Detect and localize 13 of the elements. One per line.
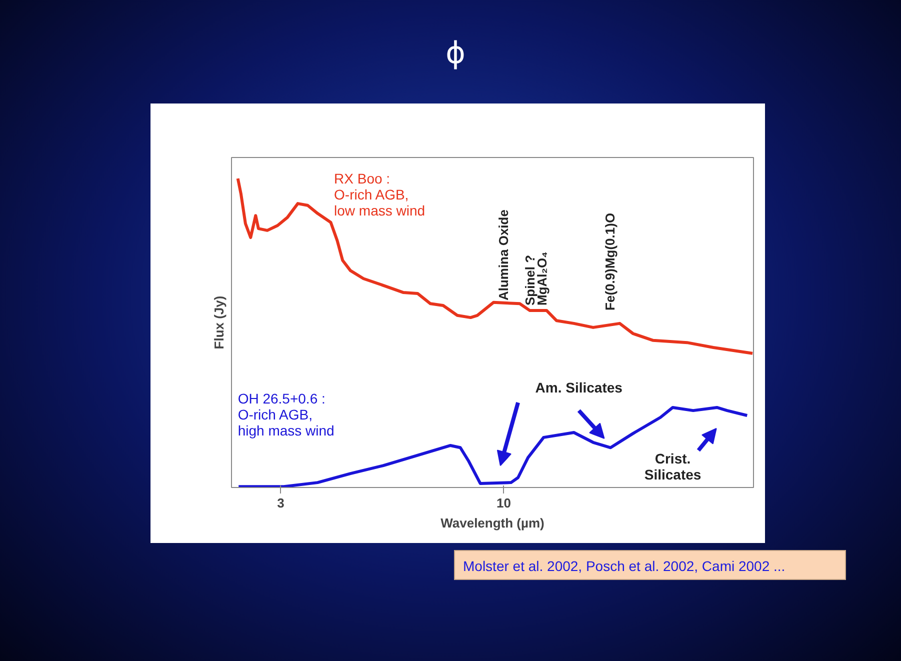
y-axis-title: Flux (Jy) — [212, 296, 226, 350]
series-label: RX Boo : O-rich AGB, low mass wind — [334, 170, 426, 218]
x-tick-label: 3 — [277, 496, 284, 510]
x-axis-title: Wavelength (µm) — [440, 516, 544, 530]
annotation: Spinel ? MgAl₂O₄ — [522, 252, 550, 306]
x-tick-label: 10 — [496, 496, 512, 510]
annotation: Crist. Silicates — [644, 450, 702, 482]
text: OH 26.5+0.6 : O-rich AGB, high mass wind — [238, 390, 334, 438]
annotation: Am. Silicates — [535, 379, 623, 396]
annotation: Alumina Oxide — [496, 210, 512, 301]
chart-title: ϕ — [446, 35, 466, 73]
text: Molster et al. 2002, Posch et al. 2002, Cami 2002 ... — [463, 557, 786, 576]
annotation: Fe(0.9)Mg(0.1)O — [602, 212, 618, 310]
